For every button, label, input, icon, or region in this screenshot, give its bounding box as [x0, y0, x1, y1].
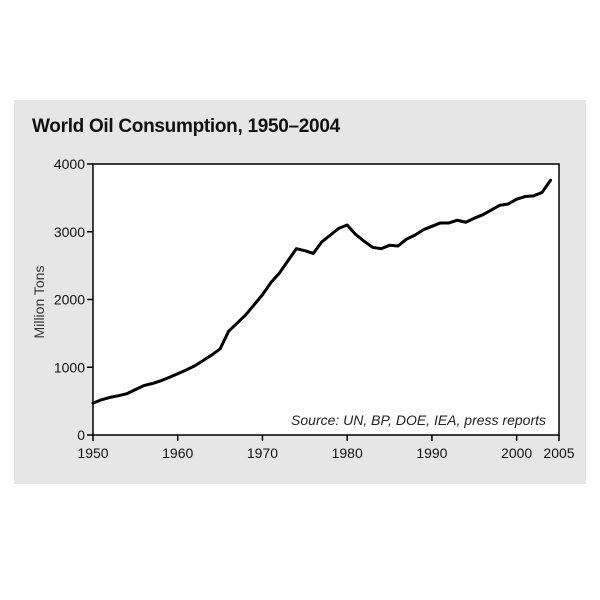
y-tick-label: 0 [77, 427, 85, 443]
data-point [363, 240, 365, 242]
data-point [473, 217, 475, 219]
y-tick-label: 2000 [54, 292, 85, 308]
data-point [524, 195, 526, 197]
data-point [261, 294, 263, 296]
data-point [507, 203, 509, 205]
data-point [541, 191, 543, 193]
data-point [371, 246, 373, 248]
data-point [312, 252, 314, 254]
data-point [236, 322, 238, 324]
data-point [448, 222, 450, 224]
data-point [134, 388, 136, 390]
data-point [126, 392, 128, 394]
data-point [338, 227, 340, 229]
data-point [439, 222, 441, 224]
source-annotation: Source: UN, BP, DOE, IEA, press reports [291, 412, 546, 428]
x-tick-label: 2000 [501, 445, 532, 461]
data-point [397, 245, 399, 247]
data-point [185, 369, 187, 371]
data-point [532, 195, 534, 197]
y-axis-title: Million Tons [31, 266, 47, 339]
data-point [422, 229, 424, 231]
data-point [100, 399, 102, 401]
y-tick-label: 1000 [54, 359, 85, 375]
data-point [177, 372, 179, 374]
data-point [482, 214, 484, 216]
series-line [91, 178, 553, 405]
data-point [143, 384, 145, 386]
data-point [304, 250, 306, 252]
y-tick-label: 3000 [54, 224, 85, 240]
data-point [287, 260, 289, 262]
data-point [346, 224, 348, 226]
x-tick-label: 1960 [162, 445, 193, 461]
data-point [278, 272, 280, 274]
x-tick-label: 1950 [77, 445, 108, 461]
plot-area [92, 163, 560, 436]
x-tick-label: 1970 [247, 445, 278, 461]
data-point [405, 238, 407, 240]
data-point [549, 179, 551, 181]
data-point [321, 241, 323, 243]
data-point [117, 395, 119, 397]
x-tick-label: 2005 [543, 445, 574, 461]
x-tick-label: 1980 [332, 445, 363, 461]
axis-ticks [87, 163, 560, 441]
y-tick-label: 4000 [54, 156, 85, 172]
data-point [151, 382, 153, 384]
data-point [109, 396, 111, 398]
data-point [388, 244, 390, 246]
data-point [253, 304, 255, 306]
data-point [202, 359, 204, 361]
y-axis-label: Million Tons [31, 266, 47, 339]
data-point [431, 225, 433, 227]
data-point [465, 221, 467, 223]
chart-title: World Oil Consumption, 1950–2004 [32, 116, 340, 137]
data-point [295, 247, 297, 249]
data-point [456, 219, 458, 221]
data-point [227, 330, 229, 332]
data-point [380, 247, 382, 249]
data-point [244, 314, 246, 316]
data-point [414, 234, 416, 236]
data-point [329, 234, 331, 236]
data-point [219, 348, 221, 350]
data-point [160, 380, 162, 382]
data-point [92, 402, 94, 404]
data-point [498, 204, 500, 206]
axis-tick-labels: 1950 1960 1970 1980 1990 2000 2005 0 1000 2000 300… [54, 156, 575, 461]
data-point [354, 233, 356, 235]
data-point [210, 354, 212, 356]
data-point [515, 198, 517, 200]
data-point [270, 281, 272, 283]
x-tick-label: 1990 [416, 445, 447, 461]
data-point [168, 376, 170, 378]
data-point [490, 209, 492, 211]
data-point [193, 365, 195, 367]
